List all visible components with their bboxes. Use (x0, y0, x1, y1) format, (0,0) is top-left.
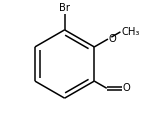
Text: Br: Br (59, 3, 70, 13)
Text: O: O (122, 83, 130, 93)
Text: CH₃: CH₃ (121, 27, 139, 37)
Text: O: O (109, 34, 116, 44)
